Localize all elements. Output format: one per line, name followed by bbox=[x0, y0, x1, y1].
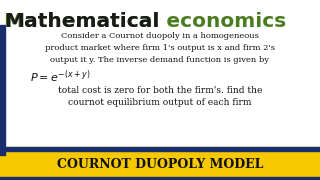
Text: product market where firm 1's output is x and firm 2's: product market where firm 1's output is … bbox=[45, 44, 275, 52]
Text: COURNOT DUOPOLY MODEL: COURNOT DUOPOLY MODEL bbox=[57, 159, 263, 172]
Bar bbox=[0, 147, 320, 180]
Text: output it y. The inverse demand function is given by: output it y. The inverse demand function… bbox=[51, 56, 269, 64]
Text: Mathematical: Mathematical bbox=[4, 12, 159, 31]
Text: $P = e^{-(x+y)}$: $P = e^{-(x+y)}$ bbox=[30, 68, 90, 85]
Text: cournot equilibrium output of each firm: cournot equilibrium output of each firm bbox=[68, 98, 252, 107]
Bar bbox=[0, 177, 320, 180]
Text: Mathematical economics: Mathematical economics bbox=[4, 12, 286, 31]
Bar bbox=[0, 147, 320, 151]
Text: Consider a Cournot duopoly in a homogeneous: Consider a Cournot duopoly in a homogene… bbox=[61, 32, 259, 40]
Text: total cost is zero for both the firm's. find the: total cost is zero for both the firm's. … bbox=[58, 86, 262, 95]
Bar bbox=[0, 25, 5, 155]
